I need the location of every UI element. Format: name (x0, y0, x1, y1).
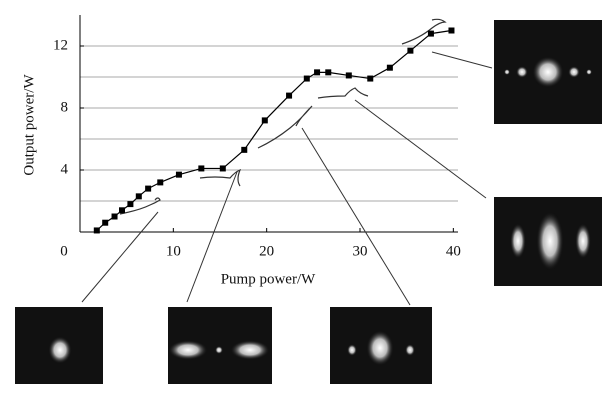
x-tick-label: 40 (446, 243, 461, 259)
data-point (286, 93, 292, 99)
braces (120, 19, 445, 214)
data-point (94, 227, 100, 233)
data-point (325, 69, 331, 75)
data-point (157, 179, 163, 185)
mode-insets (15, 20, 602, 384)
data-point (198, 165, 204, 171)
data-point (407, 48, 413, 54)
chart: Pump power/W Output power/W 4 8 12 0 10 20 30 4… (0, 0, 615, 394)
data-point (367, 76, 373, 82)
data-point (136, 193, 142, 199)
data-point (262, 117, 268, 123)
data-point (220, 165, 226, 171)
leader-lines (82, 52, 492, 305)
x-tick-label: 20 (259, 243, 274, 259)
data-point (428, 31, 434, 37)
y-tick-label: 4 (61, 161, 69, 177)
data-point (127, 201, 133, 207)
data-point (241, 147, 247, 153)
data-point (112, 214, 118, 220)
data-point (387, 65, 393, 71)
series-line (97, 31, 452, 231)
data-point (448, 28, 454, 34)
data-point (346, 72, 352, 78)
x-tick-label: 30 (353, 243, 368, 259)
y-tick-label: 12 (53, 37, 68, 53)
data-point (119, 207, 125, 213)
x-axis-label: Pump power/W (221, 271, 316, 287)
data-point (102, 220, 108, 226)
grid (80, 46, 458, 201)
x-tick-label: 0 (60, 243, 68, 259)
data-point (145, 186, 151, 192)
page: Pump power/W Output power/W 4 8 12 0 10 20 30 4… (0, 0, 615, 394)
y-tick-label: 8 (61, 99, 69, 115)
data-point (314, 69, 320, 75)
x-tick-label: 10 (166, 243, 181, 259)
y-axis-label: Output power/W (21, 74, 37, 176)
data-point (304, 76, 310, 82)
data-point (176, 172, 182, 178)
